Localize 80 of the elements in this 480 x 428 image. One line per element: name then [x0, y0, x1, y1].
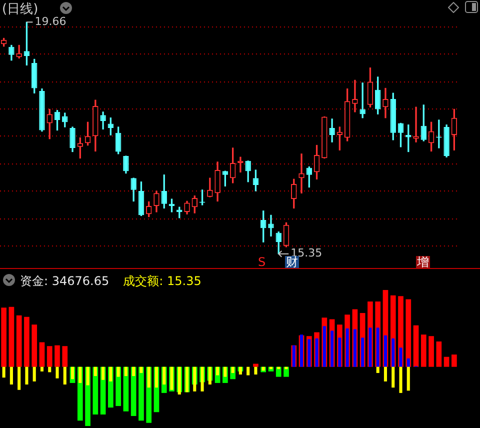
bar: [86, 366, 90, 386]
bar: [140, 366, 143, 373]
text: 增: [416, 255, 430, 269]
bar: [368, 328, 372, 367]
bar: [10, 366, 13, 385]
bar: [18, 366, 21, 390]
bar: [384, 335, 388, 367]
bar: [392, 338, 395, 367]
bar: [322, 326, 326, 367]
bar: [200, 366, 204, 392]
bar: [1, 308, 6, 367]
bar: [208, 366, 212, 385]
bar: [132, 366, 136, 376]
bar: [436, 341, 442, 367]
candlestick: [413, 106, 419, 142]
bar: [428, 336, 434, 367]
bar: [254, 366, 258, 375]
bar: [376, 328, 380, 367]
bar: [353, 329, 356, 367]
bar: [70, 366, 74, 380]
bar: [138, 366, 144, 421]
bar: [94, 366, 97, 376]
bar: [147, 366, 150, 388]
text: 资金: 34676.65: [20, 274, 110, 288]
bar: [384, 366, 388, 382]
bar: [253, 364, 258, 367]
candlestick: [298, 154, 304, 194]
bar: [361, 338, 364, 367]
bar: [399, 348, 402, 367]
bar: [330, 330, 334, 367]
bar: [193, 366, 196, 392]
bar: [46, 346, 52, 367]
bar: [32, 366, 36, 382]
bar: [63, 366, 66, 385]
bar: [124, 366, 128, 376]
bar: [130, 366, 136, 416]
bar: [8, 306, 14, 367]
bar: [376, 366, 380, 373]
bar: [406, 358, 410, 367]
bar: [62, 346, 68, 367]
bar: [162, 366, 166, 385]
bar: [78, 366, 82, 383]
candlestick: [352, 80, 358, 112]
bar: [54, 345, 60, 367]
bar: [246, 366, 250, 376]
bar: [406, 299, 412, 367]
bar: [406, 366, 410, 391]
text: S: [257, 255, 267, 269]
bar: [48, 366, 52, 372]
bar: [338, 338, 342, 367]
bar: [2, 366, 6, 378]
bar: [392, 366, 395, 388]
bar: [308, 339, 311, 367]
bar: [24, 316, 30, 367]
bar: [109, 366, 112, 382]
bar: [224, 366, 227, 377]
bar: [102, 366, 105, 380]
bar: [238, 366, 242, 375]
bar: [444, 356, 450, 367]
bar: [39, 342, 45, 367]
text: 成交额: 15.35: [123, 274, 202, 288]
bar: [284, 366, 288, 370]
bar: [25, 366, 28, 385]
bar: [116, 366, 120, 377]
bar: [399, 366, 402, 393]
bar: [315, 338, 318, 367]
bar: [346, 328, 349, 367]
bar: [452, 354, 457, 367]
bar: [16, 315, 22, 367]
chart-title: (日线): [2, 1, 38, 17]
bar: [420, 334, 426, 367]
bar: [216, 366, 220, 376]
bar: [32, 324, 38, 367]
bar: [40, 366, 44, 372]
bar: [231, 366, 234, 373]
bar: [413, 325, 419, 367]
bar: [154, 366, 158, 388]
annotation: 19.66: [34, 14, 66, 28]
bar: [56, 366, 59, 378]
candlestick: [268, 214, 274, 236]
